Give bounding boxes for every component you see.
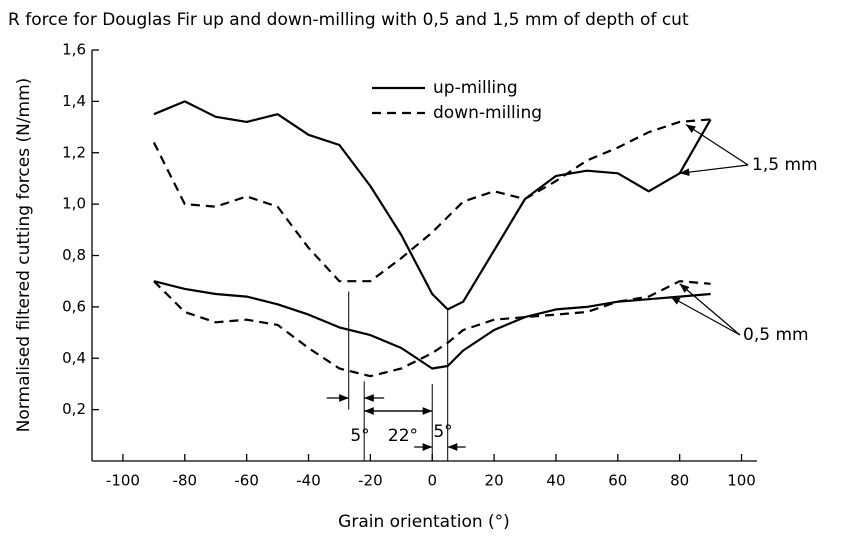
line-series (153, 100, 712, 311)
x-tick-label: 0 (427, 472, 437, 490)
y-tick-label: 1,4 (62, 92, 86, 110)
chart-title: R force for Douglas Fir up and down-mill… (8, 10, 689, 30)
x-tick-label: 100 (727, 472, 756, 490)
y-tick-label: 0,8 (62, 246, 86, 264)
annotation: 5° (350, 426, 369, 446)
legend-label: up-milling (433, 78, 518, 98)
line-series (152, 118, 711, 283)
line-series (153, 280, 711, 378)
x-tick-label: -60 (234, 472, 259, 490)
annotation-arrow (670, 296, 741, 336)
x-tick-label: -40 (296, 472, 321, 490)
x-tick-label: 60 (608, 472, 627, 490)
legend-label: down-milling (433, 103, 542, 123)
x-tick-label: 80 (670, 472, 689, 490)
y-tick-label: 0,6 (62, 297, 86, 315)
line-series (153, 280, 711, 370)
x-axis-label: Grain orientation (°) (338, 512, 510, 532)
x-tick-label: -80 (173, 472, 198, 490)
annotation: 1,5 mm (752, 155, 818, 175)
x-tick-label: 40 (546, 472, 565, 490)
x-tick-label: 20 (485, 472, 504, 490)
y-tick-label: 1,0 (62, 195, 86, 213)
y-axis-label: Normalised filtered cutting forces (N/mm… (14, 78, 34, 433)
annotation-arrow (685, 123, 749, 166)
annotation-arrow (679, 164, 749, 176)
annotation-arrow (679, 283, 741, 336)
y-tick-label: 1,6 (62, 41, 86, 59)
annotation: 5° (433, 422, 452, 442)
y-tick-label: 0,2 (62, 400, 86, 418)
annotation: 22° (388, 426, 418, 446)
x-tick-label: -20 (358, 472, 383, 490)
y-tick-label: 0,4 (62, 349, 86, 367)
y-tick-label: 1,2 (62, 143, 86, 161)
x-tick-label: -100 (106, 472, 140, 490)
annotation: 0,5 mm (743, 325, 809, 345)
